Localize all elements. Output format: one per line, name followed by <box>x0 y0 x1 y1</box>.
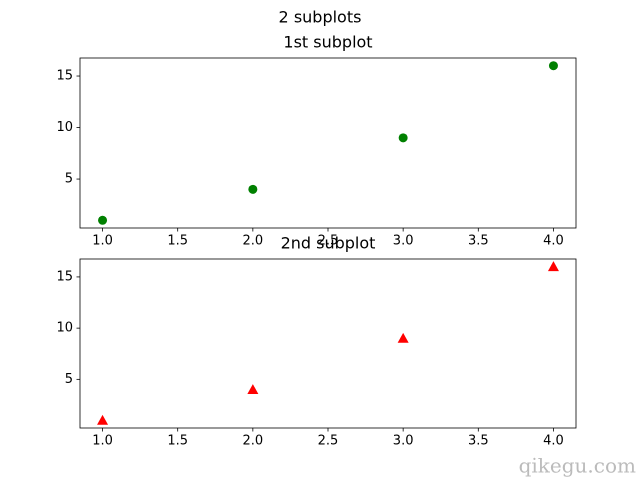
x-tick-label: 2.5 <box>318 434 339 449</box>
x-tick-label: 1.5 <box>167 434 188 449</box>
x-tick-label: 4.0 <box>543 234 564 249</box>
plot-frame <box>79 258 577 429</box>
y-tick-label: 5 <box>65 172 73 187</box>
marker <box>397 332 409 343</box>
watermark: qikegu.com <box>519 454 636 478</box>
x-tick-label: 1.0 <box>92 234 113 249</box>
figure-title: 2 subplots <box>279 8 362 27</box>
y-tick-label: 15 <box>56 269 73 284</box>
x-tick-label: 3.5 <box>468 234 489 249</box>
x-tick-label: 1.0 <box>92 434 113 449</box>
marker <box>247 384 259 394</box>
y-tick-label: 5 <box>65 372 73 387</box>
marker <box>98 215 108 225</box>
subplot-title: 2nd subplot <box>281 234 376 253</box>
y-tick-label: 10 <box>56 120 73 135</box>
x-tick-label: 4.0 <box>543 434 564 449</box>
plot-frame <box>79 57 577 229</box>
x-tick-label: 2.0 <box>243 234 264 249</box>
marker <box>548 61 558 71</box>
marker <box>398 133 408 143</box>
x-tick-label: 1.5 <box>167 234 188 249</box>
x-tick-label: 3.0 <box>393 234 414 249</box>
x-tick-label: 3.5 <box>468 434 489 449</box>
x-tick-label: 2.0 <box>243 434 264 449</box>
y-tick-label: 15 <box>56 69 73 84</box>
marker <box>248 184 258 194</box>
y-tick-label: 10 <box>56 321 73 336</box>
subplot-title: 1st subplot <box>283 33 372 52</box>
marker <box>97 414 109 425</box>
x-tick-label: 3.0 <box>393 434 414 449</box>
marker <box>547 261 559 272</box>
x-tick-label: 2.5 <box>318 234 339 249</box>
